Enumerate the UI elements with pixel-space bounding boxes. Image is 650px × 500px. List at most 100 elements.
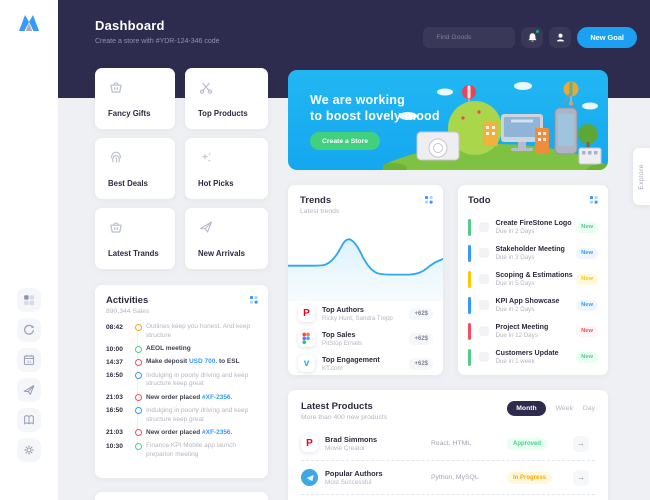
panel-menu-icon[interactable]: [250, 296, 258, 304]
trend-badge: +62$: [409, 357, 433, 370]
priority-bar: [468, 218, 471, 236]
new-goal-button[interactable]: New Goal: [577, 27, 637, 48]
user-button[interactable]: [549, 27, 572, 48]
sidebar-item-sync[interactable]: [17, 318, 41, 342]
activity-item: 16:50 Indulging in poorly driving and ke…: [106, 371, 249, 388]
todo-checkbox[interactable]: [478, 326, 489, 336]
tab-week[interactable]: Week: [555, 405, 573, 412]
status-badge: New: [576, 325, 598, 337]
partial-card: [95, 492, 268, 500]
banner-title: We are working to boost lovely mood: [310, 93, 440, 124]
table-row: Popular Authors Most Successful Python, M…: [301, 460, 595, 494]
page-title: Dashboard: [95, 18, 165, 33]
status-badge: Approved: [507, 437, 548, 450]
scissors-icon: [199, 82, 213, 94]
card-label: Top Products: [198, 109, 248, 118]
row-arrow-button[interactable]: →: [573, 435, 589, 452]
trend-item-top-authors[interactable]: P Top Authors Ricky Hunt, Sandra Trepp +…: [298, 301, 433, 326]
sidebar-item-launch[interactable]: [17, 378, 41, 402]
fingerprint-icon: [110, 151, 122, 163]
todo-item: KPI App Showcase Due in 2 Days New: [468, 292, 598, 318]
card-top-products[interactable]: Top Products: [185, 68, 268, 129]
telegram-icon: [301, 469, 318, 486]
status-badge: In Progress: [507, 471, 553, 484]
notification-dot: [536, 30, 540, 33]
panel-menu-icon[interactable]: [425, 196, 433, 204]
gear-icon: [24, 445, 34, 455]
todo-checkbox[interactable]: [478, 222, 489, 232]
card-latest-trands[interactable]: Latest Trands: [95, 208, 175, 269]
sidebar-item-calendar[interactable]: 31: [17, 348, 41, 372]
todo-item: Create FireStone Logo Due in 2 Days New: [468, 214, 598, 240]
tech-stack: Python, MySQL: [431, 474, 479, 481]
shortcut-grid: Fancy Gifts Top Products Best Deals: [95, 68, 268, 269]
sync-icon: [24, 324, 34, 335]
todo-checkbox[interactable]: [478, 300, 489, 310]
pinterest-icon: P: [298, 305, 315, 322]
todo-checkbox[interactable]: [478, 248, 489, 258]
activities-list: 08:42 Outlines keep you honest. And keep…: [106, 323, 257, 460]
brand-logo-icon[interactable]: [17, 12, 41, 32]
trend-item-top-engagement[interactable]: v Top Engagement KT.com +62$: [298, 351, 433, 376]
explore-tab[interactable]: Explore: [633, 148, 650, 205]
todo-checkbox[interactable]: [478, 274, 489, 284]
figma-icon: [298, 330, 315, 347]
user-icon: [556, 33, 564, 42]
card-best-deals[interactable]: Best Deals: [95, 138, 175, 199]
activity-link[interactable]: USD 700.: [188, 358, 218, 366]
activity-link[interactable]: #XF-2356.: [202, 428, 233, 436]
status-badge: New: [576, 247, 598, 259]
tab-month[interactable]: Month: [507, 401, 546, 416]
activities-subtitle: 890,344 Sales: [106, 308, 150, 315]
sidebar-item-dashboard[interactable]: [17, 288, 41, 312]
book-icon: [24, 415, 34, 425]
basket-icon: [110, 222, 122, 233]
row-arrow-button[interactable]: →: [573, 469, 589, 486]
status-dot: [134, 394, 142, 402]
card-fancy-gifts[interactable]: Fancy Gifts: [95, 68, 175, 129]
card-new-arrivals[interactable]: New Arrivals: [185, 208, 268, 269]
card-label: Best Deals: [108, 179, 148, 188]
trends-list: P Top Authors Ricky Hunt, Sandra Trepp +…: [288, 301, 443, 376]
page-subtitle: Create a store with #YDR-124-346 code: [95, 38, 220, 45]
todo-panel: Todo Create FireStone Logo Due in 2 Days …: [458, 185, 608, 375]
todo-item: Project Meeting Due in 12 Days New: [468, 318, 598, 344]
svg-text:31: 31: [27, 359, 32, 364]
activities-panel: Activities 890,344 Sales 08:42 Outlines …: [95, 285, 268, 478]
todo-checkbox[interactable]: [478, 352, 489, 362]
panel-menu-icon[interactable]: [590, 196, 598, 204]
tab-day[interactable]: Day: [582, 405, 595, 412]
status-dot: [134, 323, 142, 331]
card-hot-picks[interactable]: Hot Picks: [185, 138, 268, 199]
activity-item: 21:03 New order placed #XF-2356.: [106, 393, 233, 402]
trends-subtitle: Latest trends: [300, 208, 340, 215]
todo-item: Customers Update Due in 1 week New: [468, 344, 598, 370]
notifications-button[interactable]: [521, 27, 544, 48]
todo-title: Todo: [468, 195, 491, 206]
sidebar-item-docs[interactable]: [17, 408, 41, 432]
table-row: P Brad Simmons Movie Creator React, HTML …: [301, 427, 595, 460]
trends-panel: Trends Latest trends P Top Authors Ric: [288, 185, 443, 375]
basket-icon: [110, 82, 122, 93]
table-row: v New UsersAwesome Users Laravel,Metroni…: [301, 494, 595, 500]
activity-item: 16:50 Indulging in poorly driving and ke…: [106, 406, 249, 423]
status-dot: [134, 429, 142, 437]
vimeo-icon: v: [298, 355, 315, 372]
trends-chart: [288, 238, 443, 301]
search-box[interactable]: [423, 27, 516, 48]
trend-item-top-sales[interactable]: Top Sales PitStop Emails +62$: [298, 326, 433, 351]
card-label: Hot Picks: [198, 179, 234, 188]
status-badge: New: [576, 299, 598, 311]
sparkles-icon: [201, 152, 212, 163]
activity-link[interactable]: #XF-2356.: [202, 393, 233, 401]
sidebar-nav: 31: [0, 288, 58, 462]
products-table: P Brad Simmons Movie Creator React, HTML …: [301, 427, 595, 500]
create-store-button[interactable]: Create a Store: [310, 132, 381, 150]
sidebar-item-settings[interactable]: [17, 438, 41, 462]
search-input[interactable]: [434, 33, 509, 42]
activity-item: 10:30 Finance KPI Mobile app launch prep…: [106, 442, 236, 458]
priority-bar: [468, 296, 471, 314]
trends-title: Trends: [300, 195, 332, 206]
status-dot: [134, 372, 142, 380]
